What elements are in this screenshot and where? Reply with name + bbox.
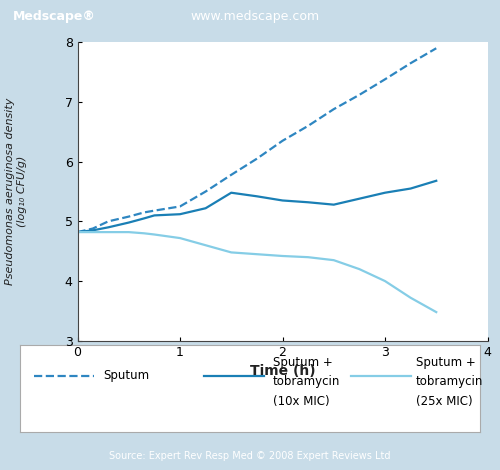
Text: (10x MIC): (10x MIC) (273, 395, 330, 408)
Text: Medscape®: Medscape® (12, 10, 96, 24)
Text: www.medscape.com: www.medscape.com (190, 10, 319, 24)
Text: Sputum +: Sputum + (273, 356, 333, 369)
Text: (25x MIC): (25x MIC) (416, 395, 472, 408)
Text: Sputum: Sputum (103, 369, 149, 383)
Text: Sputum +: Sputum + (416, 356, 476, 369)
Text: Pseudomonas aeruginosa density
(log₁₀ CFU/g): Pseudomonas aeruginosa density (log₁₀ CF… (5, 98, 26, 285)
X-axis label: Time (h): Time (h) (250, 364, 316, 378)
Text: Source: Expert Rev Resp Med © 2008 Expert Reviews Ltd: Source: Expert Rev Resp Med © 2008 Exper… (109, 451, 391, 461)
Text: tobramycin: tobramycin (273, 376, 340, 389)
Text: tobramycin: tobramycin (416, 376, 483, 389)
